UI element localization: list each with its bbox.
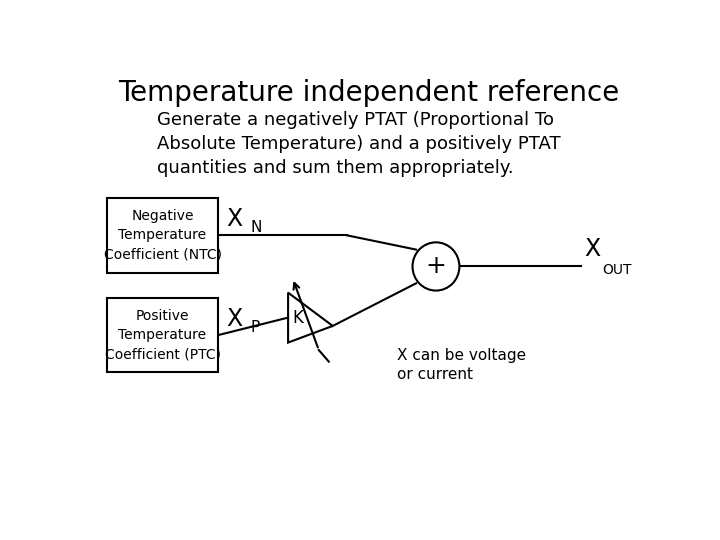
- Text: X: X: [227, 207, 243, 231]
- Text: X can be voltage
or current: X can be voltage or current: [397, 348, 526, 382]
- Ellipse shape: [413, 242, 459, 291]
- Bar: [107, 198, 218, 273]
- Text: X: X: [584, 238, 600, 261]
- Text: P: P: [250, 320, 259, 335]
- Text: X: X: [227, 307, 243, 331]
- Text: K: K: [292, 308, 303, 327]
- Text: N: N: [250, 220, 261, 235]
- Text: Temperature independent reference: Temperature independent reference: [118, 79, 620, 107]
- Text: +: +: [426, 254, 446, 279]
- Text: Positive
Temperature
Coefficient (PTC): Positive Temperature Coefficient (PTC): [104, 308, 220, 362]
- Bar: [107, 298, 218, 373]
- Text: Negative
Temperature
Coefficient (NTC): Negative Temperature Coefficient (NTC): [104, 209, 222, 262]
- Text: Generate a negatively PTAT (Proportional To
Absolute Temperature) and a positive: Generate a negatively PTAT (Proportional…: [157, 111, 561, 177]
- Text: OUT: OUT: [602, 263, 631, 277]
